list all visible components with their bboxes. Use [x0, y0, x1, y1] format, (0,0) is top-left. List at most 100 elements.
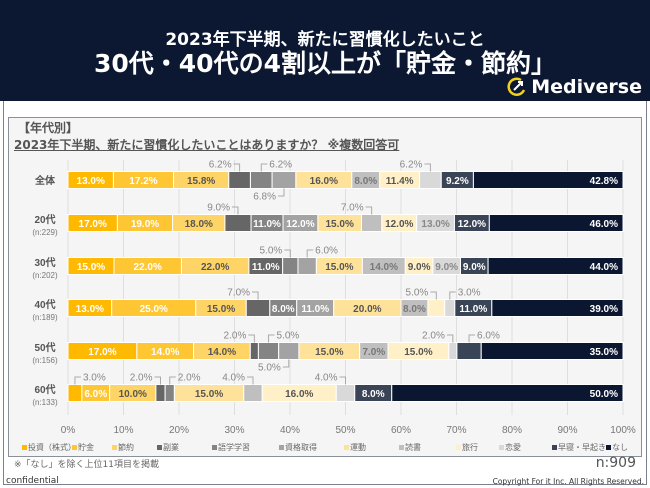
- legend-swatch: [399, 445, 404, 450]
- data-label: 17.0%: [79, 219, 107, 230]
- leader-line: [306, 249, 314, 258]
- category-label: 20代: [34, 213, 55, 226]
- legend-swatch: [606, 445, 611, 450]
- data-label: 8.0%: [362, 389, 385, 400]
- confidential-label: confidential: [6, 476, 59, 486]
- data-label: 15.0%: [315, 347, 343, 358]
- data-label: 42.8%: [590, 176, 618, 187]
- data-label: 9.0%: [435, 262, 458, 273]
- data-label: 20.0%: [353, 304, 381, 315]
- data-label: 22.0%: [134, 262, 162, 273]
- leader-line: [277, 188, 285, 197]
- data-label: 8.0%: [272, 304, 295, 315]
- data-label: 14.0%: [370, 262, 398, 273]
- section-label: 【年代別】: [18, 121, 79, 135]
- bar-segment: [448, 342, 458, 360]
- data-label: 3.0%: [83, 373, 106, 384]
- data-label: 9.0%: [463, 262, 486, 273]
- leader-line: [248, 334, 255, 343]
- data-label: 11.0%: [459, 304, 487, 315]
- data-label: 15.0%: [195, 389, 223, 400]
- bar-segment: [278, 342, 300, 360]
- leader-line: [247, 376, 254, 385]
- data-label: 8.0%: [354, 176, 377, 187]
- leader-line: [282, 359, 290, 368]
- legend-label: 恋愛: [505, 442, 521, 452]
- category-n: (n:133): [32, 398, 58, 407]
- bar-segment: [491, 299, 624, 317]
- leader-line: [231, 206, 239, 215]
- leader-line: [284, 249, 291, 258]
- bar-segment: [297, 257, 317, 275]
- legend-label: 投資（株式）: [28, 442, 76, 452]
- question-title: 2023年下半期、新たに習慣化したいことはありますか？ ※複数回答可: [14, 138, 400, 152]
- data-label: 14.0%: [208, 347, 236, 358]
- bar-segment: [480, 342, 624, 360]
- category-label: 全体: [34, 174, 56, 187]
- data-label: 50.0%: [590, 389, 618, 400]
- category-n: (n:189): [32, 313, 58, 322]
- legend-swatch: [344, 445, 349, 450]
- logo-text: Mediverse: [531, 76, 642, 98]
- bar-segment: [488, 214, 624, 232]
- data-label: 7.0%: [362, 347, 385, 358]
- category-n: (n:202): [32, 271, 58, 280]
- data-label: 6.0%: [84, 389, 107, 400]
- category-n: (n:229): [32, 228, 58, 237]
- legend-swatch: [157, 445, 162, 450]
- data-label: 35.0%: [590, 347, 618, 358]
- category-n: (n:156): [32, 356, 58, 365]
- leader-line: [154, 376, 161, 385]
- data-label: 6.2%: [400, 160, 423, 171]
- legend-label: なし: [612, 443, 628, 452]
- leader-line: [449, 291, 456, 300]
- data-label: 13.0%: [76, 304, 104, 315]
- data-label: 13.0%: [77, 176, 105, 187]
- legend-label: 副業: [163, 442, 179, 452]
- legend-label: 貯金: [78, 442, 94, 452]
- data-label: 8.0%: [403, 304, 426, 315]
- data-label: 9.2%: [446, 176, 469, 187]
- bar-segment: [456, 342, 482, 360]
- data-label: 16.0%: [310, 176, 338, 187]
- x-tick-label: 60%: [391, 425, 411, 436]
- x-tick-label: 20%: [169, 425, 189, 436]
- bar-segment: [164, 384, 175, 402]
- bar-segment: [472, 171, 624, 189]
- category-label: 50代: [34, 341, 55, 354]
- legend-label: 早寝・早起き: [558, 442, 606, 452]
- data-label: 3.0%: [458, 288, 481, 299]
- bar-segment: [243, 384, 263, 402]
- legend-label: 運動: [350, 443, 366, 452]
- legend-swatch: [212, 445, 217, 450]
- x-tick-label: 0%: [61, 425, 76, 436]
- sample-size: n:909: [595, 455, 636, 471]
- bar-segment: [487, 257, 624, 275]
- x-tick-label: 30%: [224, 425, 244, 436]
- bar-segment: [249, 342, 259, 360]
- data-label: 17.2%: [129, 176, 157, 187]
- data-label: 11.4%: [386, 176, 414, 187]
- bar-segment: [360, 214, 383, 232]
- bar-segment: [67, 384, 83, 402]
- data-label: 2.0%: [224, 331, 247, 342]
- bar-segment: [245, 299, 271, 317]
- bar-segment: [419, 171, 442, 189]
- data-label: 17.0%: [88, 347, 116, 358]
- bar-segment: [155, 384, 166, 402]
- leader-line: [260, 163, 268, 172]
- leader-line: [365, 206, 373, 215]
- bar-segment: [335, 384, 356, 402]
- data-label: 10.0%: [119, 389, 147, 400]
- data-label: 9.0%: [408, 262, 431, 273]
- data-label: 14.0%: [151, 347, 179, 358]
- bar-segment: [282, 257, 299, 275]
- data-label: 6.8%: [253, 192, 276, 203]
- data-label: 11.0%: [252, 262, 280, 273]
- logo: Mediverse: [507, 76, 642, 98]
- x-tick-label: 50%: [335, 425, 355, 436]
- data-label: 5.0%: [260, 246, 283, 257]
- legend-label: 語学学習: [218, 442, 250, 452]
- header-subtitle: 2023年下半期、新たに習慣化したいこと: [165, 30, 485, 50]
- data-label: 22.0%: [201, 262, 229, 273]
